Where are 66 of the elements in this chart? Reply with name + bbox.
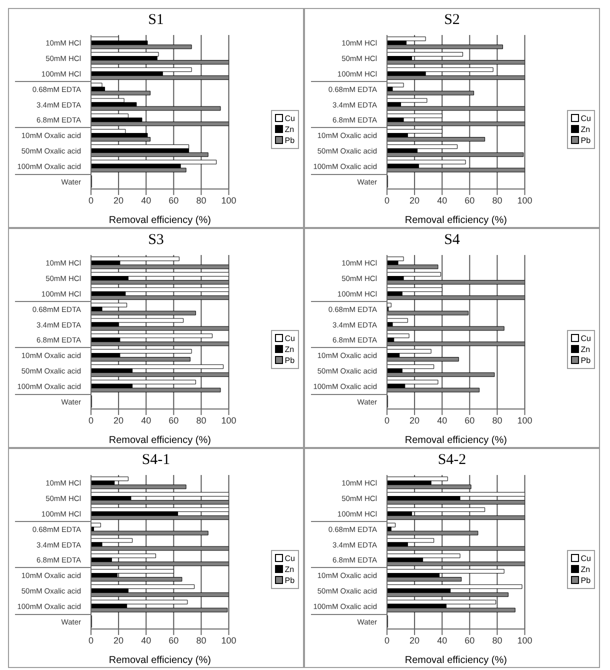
x-tick-label: 60 <box>168 415 179 426</box>
chart-title: S4-2 <box>436 451 468 470</box>
x-tick-label: 100 <box>221 195 236 206</box>
chart-title: S3 <box>147 231 165 250</box>
x-tick-label: 80 <box>492 195 502 206</box>
x-tick-label: 100 <box>517 415 532 426</box>
x-tick-label: 60 <box>464 195 475 206</box>
x-tick-label: 40 <box>437 415 448 426</box>
x-tick-label: 100 <box>517 195 532 206</box>
x-tick-label: 60 <box>464 635 475 646</box>
x-tick-label: 100 <box>221 635 236 646</box>
x-tick-label: 80 <box>196 415 206 426</box>
legend-label: Zn <box>580 124 590 134</box>
x-tick-label: 100 <box>221 415 236 426</box>
x-tick-label: 0 <box>88 415 94 426</box>
legend-label: Pb <box>580 354 591 366</box>
chart-title: S4 <box>443 231 461 250</box>
x-tick-label: 60 <box>168 195 179 206</box>
x-tick-label: 20 <box>410 635 420 646</box>
x-tick-label: 60 <box>464 415 475 426</box>
legend-label: Pb <box>284 354 295 366</box>
x-axis-title: Removal efficiency (%) <box>404 435 507 446</box>
x-axis-title: Removal efficiency (%) <box>108 655 211 666</box>
legend-label: Cu <box>580 332 591 344</box>
legend-label: Pb <box>284 574 295 586</box>
x-tick-label: 0 <box>88 635 94 646</box>
x-tick-label: 60 <box>168 635 179 646</box>
x-tick-label: 20 <box>410 415 420 426</box>
x-tick-label: 20 <box>410 195 420 206</box>
x-tick-label: 0 <box>384 195 390 206</box>
x-tick-label: 100 <box>517 635 532 646</box>
chart-title: S4-1 <box>140 451 172 470</box>
legend-label: Pb <box>284 134 295 146</box>
x-tick-label: 0 <box>384 415 390 426</box>
x-tick-label: 20 <box>114 195 124 206</box>
x-tick-label: 40 <box>141 635 152 646</box>
legend-label: Pb <box>580 574 591 586</box>
x-axis-title: Removal efficiency (%) <box>404 655 507 666</box>
legend-label: Zn <box>580 564 590 574</box>
chart-title: S2 <box>443 11 461 30</box>
legend-label: Zn <box>284 564 294 574</box>
x-tick-label: 40 <box>141 415 152 426</box>
x-tick-label: 40 <box>437 635 448 646</box>
x-tick-label: 80 <box>196 195 206 206</box>
chart-title: S1 <box>147 11 165 30</box>
x-axis-title: Removal efficiency (%) <box>108 435 211 446</box>
x-tick-label: 0 <box>88 195 94 206</box>
x-axis-title: Removal efficiency (%) <box>404 215 507 226</box>
x-tick-label: 80 <box>492 635 502 646</box>
legend-label: Cu <box>284 552 295 564</box>
x-tick-label: 40 <box>437 195 448 206</box>
x-tick-label: 20 <box>114 635 124 646</box>
x-tick-label: 80 <box>196 635 206 646</box>
x-tick-label: 0 <box>384 635 390 646</box>
x-tick-label: 40 <box>141 195 152 206</box>
legend-label: Zn <box>580 344 590 354</box>
legend-label: Zn <box>284 124 294 134</box>
x-axis-title: Removal efficiency (%) <box>108 215 211 226</box>
legend-label: Cu <box>580 552 591 564</box>
x-tick-label: 80 <box>492 415 502 426</box>
legend-label: Cu <box>284 112 295 124</box>
legend-label: Zn <box>284 344 294 354</box>
x-tick-label: 20 <box>114 415 124 426</box>
legend-label: Cu <box>284 332 295 344</box>
legend-label: Pb <box>580 134 591 146</box>
legend-label: Cu <box>580 112 591 124</box>
